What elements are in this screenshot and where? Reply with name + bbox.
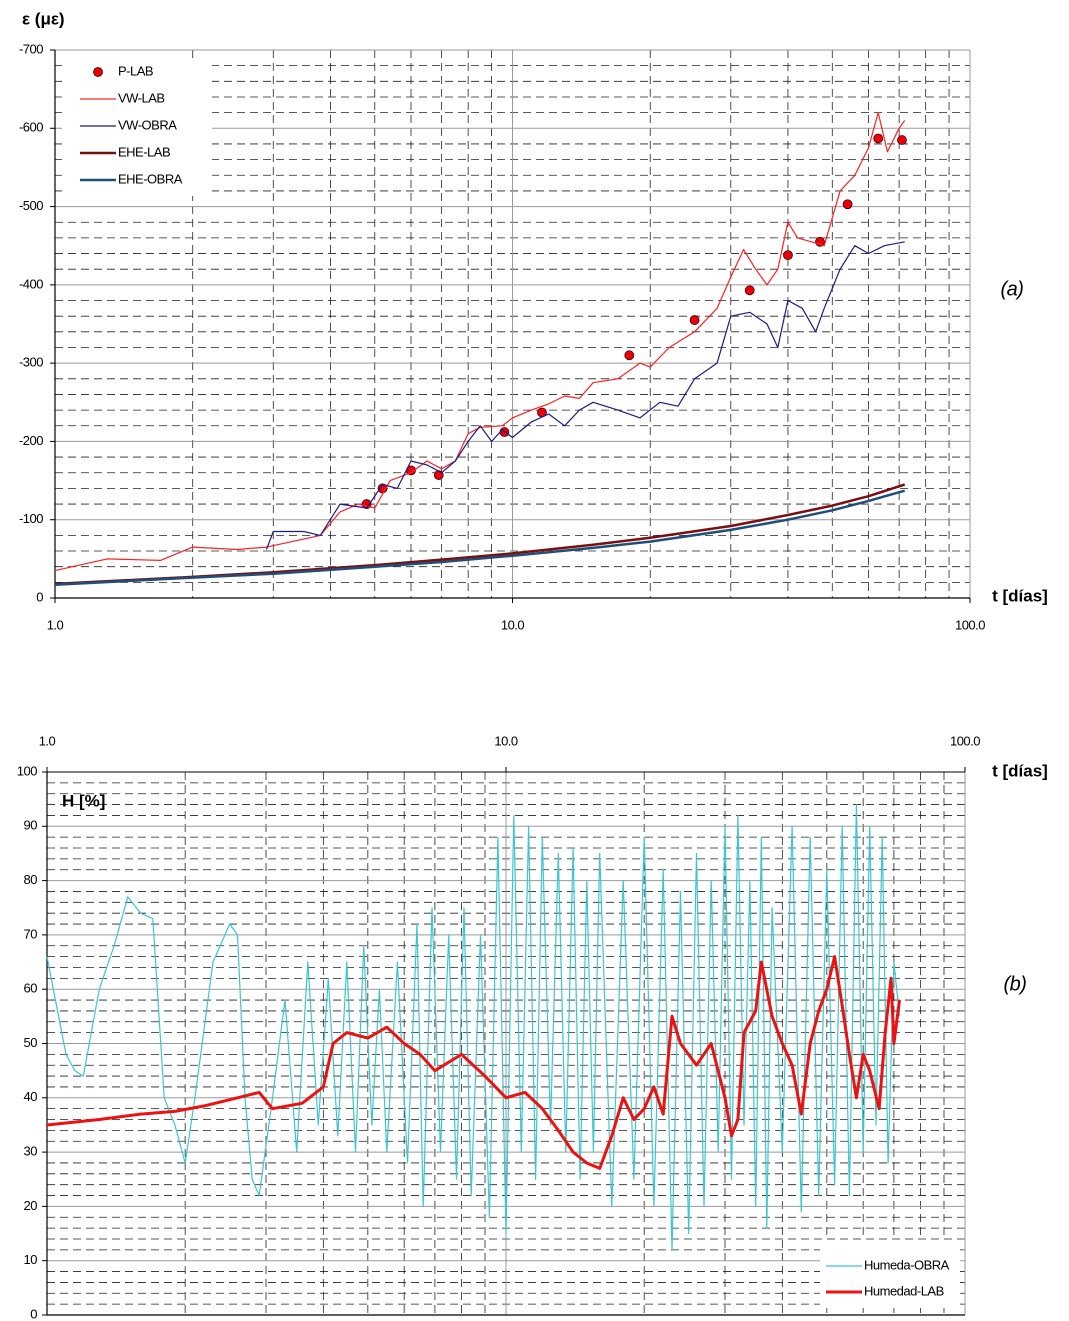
y-tick-label: -400 (19, 276, 43, 291)
y-tick-label: -600 (19, 120, 43, 135)
legend-label: VW-LAB (118, 90, 165, 105)
x-tick-label: 100.0 (955, 617, 985, 632)
point (624, 350, 635, 361)
y-tick-label: 80 (24, 872, 38, 887)
line (54, 483, 906, 586)
y-tick-label: 60 (24, 981, 38, 996)
y-tick-label: 40 (24, 1089, 38, 1104)
y-tick-label: -500 (19, 198, 43, 213)
y-tick-label: 100 (17, 763, 37, 778)
legend-label: Humedad-LAB (864, 1283, 944, 1298)
y-tick-label: 10 (24, 1252, 38, 1267)
legend-label: VW-OBRA (118, 117, 177, 132)
x-tick-label: 1.0 (39, 733, 56, 748)
line (54, 112, 906, 572)
legend-label: EHE-LAB (118, 144, 170, 159)
legend-label: EHE-OBRA (118, 171, 183, 186)
y-tick-label: 50 (24, 1035, 38, 1050)
point (744, 285, 755, 296)
line (46, 955, 901, 1170)
line (54, 489, 906, 586)
annotation: (a) (1001, 278, 1024, 300)
legend-marker (93, 67, 103, 77)
x-tick-label: 100.0 (950, 733, 980, 748)
y-axis-label: H [%] (62, 791, 105, 810)
line (265, 241, 905, 550)
x-axis-label: t [días] (992, 586, 1048, 605)
legend-label: Humeda-OBRA (864, 1257, 950, 1272)
legend-label: P-LAB (118, 63, 153, 78)
legend-box (62, 58, 212, 196)
line (46, 804, 901, 1251)
x-tick-label: 1.0 (47, 617, 64, 632)
y-tick-label: 30 (24, 1144, 38, 1159)
y-axis-label: ε (με) (22, 9, 65, 28)
x-tick-label: 10.0 (501, 617, 525, 632)
y-tick-label: 0 (36, 589, 43, 604)
legend-box (820, 1240, 960, 1308)
point (689, 315, 700, 325)
y-tick-label: -200 (19, 433, 43, 448)
y-tick-label: -700 (19, 41, 43, 56)
x-tick-label: 10.0 (494, 733, 518, 748)
annotation: (b) (1004, 973, 1027, 995)
point (842, 199, 853, 210)
y-tick-label: 0 (30, 1306, 37, 1321)
x-axis-label: t [días] (992, 761, 1048, 780)
y-tick-label: 70 (24, 926, 38, 941)
y-tick-label: -300 (19, 355, 43, 370)
y-tick-label: 20 (24, 1198, 38, 1213)
point (783, 250, 793, 261)
point (897, 135, 907, 145)
point (873, 133, 884, 144)
y-tick-label: 90 (24, 818, 38, 833)
y-tick-label: -100 (19, 511, 43, 526)
